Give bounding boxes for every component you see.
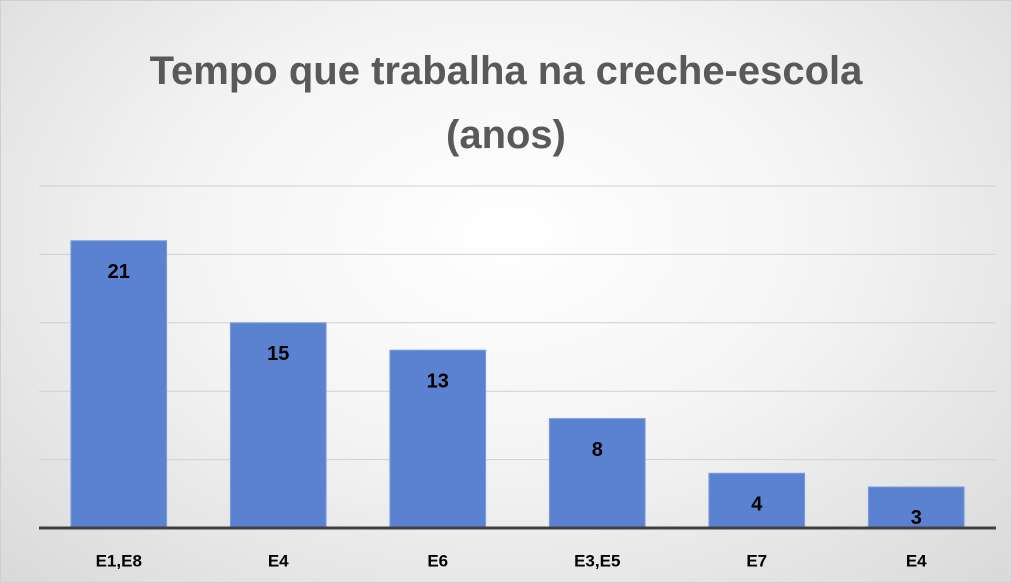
bar: [389, 349, 487, 529]
bar: [548, 418, 646, 529]
bar: [708, 472, 806, 529]
data-label: 8: [592, 439, 603, 461]
bar: [867, 486, 965, 529]
x-tick-label: E6: [427, 551, 448, 570]
data-label: 4: [751, 494, 763, 516]
data-label: 15: [267, 343, 289, 365]
x-tick-label: E4: [268, 551, 289, 570]
x-tick-label: E3,E5: [574, 551, 620, 570]
data-label: 3: [911, 507, 922, 529]
bar: [70, 240, 168, 529]
x-tick-label: E1,E8: [96, 551, 142, 570]
x-tick-label: E7: [746, 551, 767, 570]
data-label: 13: [427, 370, 449, 392]
data-label: 21: [108, 261, 130, 283]
bar: [229, 322, 327, 529]
chart-title: Tempo que trabalha na creche-escola (ano…: [149, 49, 863, 157]
x-tick-label: E4: [906, 551, 927, 570]
